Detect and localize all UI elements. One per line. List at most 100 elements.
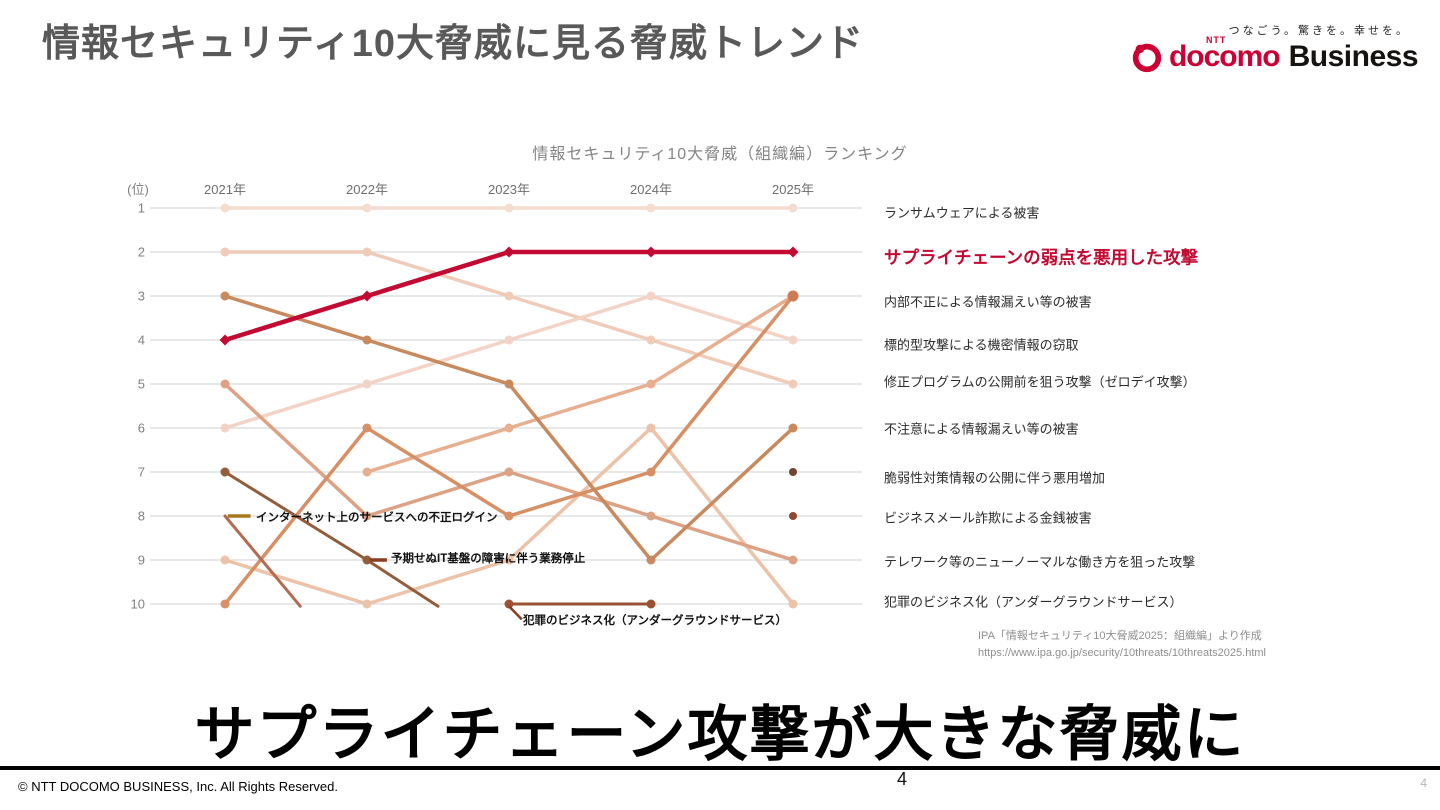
footer-rule	[0, 766, 1440, 770]
rank-tick-6: 6	[137, 420, 145, 436]
marker-telework-attack-1	[362, 335, 372, 345]
marker-zero-day-3	[646, 379, 656, 389]
chart-title: 情報セキュリティ10大脅威（組織編）ランキング	[532, 146, 908, 163]
rank-tick-3: 3	[137, 288, 145, 304]
marker-insider-leak-0	[220, 423, 230, 433]
marker-bec-fraud-0	[220, 379, 230, 389]
chart-annotation-2: 犯罪のビジネス化（アンダーグラウンドサービス）	[523, 615, 788, 627]
page-title: 情報セキュリティ10大脅威に見る脅威トレンド	[42, 23, 864, 65]
marker-zero-day-2	[504, 423, 514, 433]
page-number-right: 4	[1420, 776, 1427, 790]
marker-crime-as-business-3	[646, 599, 656, 609]
threat-label-rank-3: 内部不正による情報漏えい等の被害	[884, 294, 1092, 310]
marker-telework-attack-3	[646, 555, 656, 565]
threat-label-rank-7: 脆弱性対策情報の公開に伴う悪用増加	[884, 470, 1106, 486]
marker-zero-day-1	[362, 467, 372, 477]
threat-label-rank-2: サプライチェーンの弱点を悪用した攻撃	[884, 247, 1199, 268]
marker-supply-chain-0	[219, 334, 231, 346]
rank-tick-1: 1	[137, 200, 145, 216]
marker-careless-leak-2	[504, 555, 514, 565]
marker-insider-leak-3	[646, 291, 656, 301]
series-dropout-stub-unauthorized-login	[223, 514, 302, 608]
ntt-label: NTT	[1205, 35, 1227, 45]
rank-tick-9: 9	[137, 552, 145, 568]
key-message: サプライチェーン攻撃が大きな脅威に	[194, 701, 1246, 768]
marker-telework-attack-0	[220, 291, 230, 301]
source-line2: https://www.ipa.go.jp/security/10threats…	[978, 646, 1266, 659]
marker-supply-chain-1	[361, 290, 373, 302]
marker-targeted-attack-4	[788, 379, 798, 389]
threat-label-rank-10: 犯罪のビジネス化（アンダーグラウンドサービス）	[884, 594, 1183, 610]
rank-tick-10: 10	[130, 596, 145, 612]
marker-supply-chain-3	[645, 246, 657, 258]
marker-telework-attack-2	[504, 379, 514, 389]
marker-unexpected-it-failure-1	[362, 555, 372, 565]
marker-insider-leak-2	[504, 335, 514, 345]
brand-logo: NTT docomo Business	[1130, 35, 1419, 74]
marker-ransomware-1	[362, 203, 372, 213]
series-line-targeted-attack	[225, 250, 794, 386]
marker-bec-fraud-3	[646, 511, 656, 521]
threat-label-rank-6: 不注意による情報漏えい等の被害	[884, 421, 1079, 437]
rank-tick-5: 5	[137, 376, 145, 392]
threat-label-rank-5: 修正プログラムの公開前を狙う攻撃（ゼロデイ攻撃）	[884, 374, 1196, 390]
crime-annotation-leader	[508, 605, 523, 621]
marker-telework-attack-4	[788, 423, 798, 433]
marker-crime-as-business-2	[504, 599, 514, 609]
year-label-2021年: 2021年	[204, 182, 246, 197]
marker-targeted-attack-0	[220, 247, 230, 257]
marker-insider-leak-1	[362, 379, 372, 389]
rank8-2025-new-entry-dot	[789, 512, 797, 520]
threat-label-rank-1: ランサムウェアによる被害	[884, 205, 1040, 221]
marker-vulnerability-abuse-0	[220, 599, 230, 609]
marker-careless-leak-4	[788, 599, 798, 609]
marker-vulnerability-abuse-1	[362, 423, 372, 433]
marker-careless-leak-1	[362, 599, 372, 609]
rank3-2025-endpoint-dot	[787, 290, 799, 302]
rank-unit-label: (位)	[127, 182, 149, 197]
marker-ransomware-0	[220, 203, 230, 213]
marker-insider-leak-4	[788, 335, 798, 345]
marker-bec-fraud-1	[362, 511, 372, 521]
marker-ransomware-3	[646, 203, 656, 213]
marker-targeted-attack-3	[646, 335, 656, 345]
year-label-2024年: 2024年	[630, 182, 672, 197]
marker-bec-fraud-4	[788, 555, 798, 565]
rank-tick-7: 7	[137, 464, 145, 480]
source-line1: IPA「情報セキュリティ10大脅威2025：組織編」より作成	[978, 630, 1262, 642]
rank-tick-2: 2	[137, 244, 145, 260]
year-label-2022年: 2022年	[346, 182, 388, 197]
marker-supply-chain-4	[787, 246, 799, 258]
brand-tagline: つなごう。驚きを。幸せを。	[1228, 25, 1410, 37]
rank7-2025-new-entry-dot	[789, 468, 797, 476]
year-label-2023年: 2023年	[488, 182, 530, 197]
marker-targeted-attack-1	[362, 247, 372, 257]
marker-vulnerability-abuse-3	[646, 467, 656, 477]
chart-annotation-1: 予期せぬIT基盤の障害に伴う業務停止	[391, 553, 586, 565]
marker-supply-chain-2	[503, 246, 515, 258]
docomo-mark-icon	[1132, 43, 1162, 73]
marker-vulnerability-abuse-2	[504, 511, 514, 521]
marker-bec-fraud-2	[504, 467, 514, 477]
series-dropout-stub-unexpected-it-failure	[365, 558, 440, 608]
business-wordmark: Business	[1288, 40, 1419, 73]
series-line-unexpected-it-failure	[224, 470, 368, 562]
copyright-text: © NTT DOCOMO BUSINESS, Inc. All Rights R…	[18, 779, 338, 794]
threat-label-rank-8: ビジネスメール詐欺による金銭被害	[884, 510, 1092, 526]
marker-careless-leak-0	[220, 555, 230, 565]
rank-tick-4: 4	[137, 332, 145, 348]
source-citation: IPA「情報セキュリティ10大脅威2025：組織編」より作成 https://w…	[978, 628, 1266, 661]
series-line-zero-day	[366, 294, 794, 474]
threat-label-rank-9: テレワーク等のニューノーマルな働き方を狙った攻撃	[884, 554, 1196, 570]
marker-ransomware-2	[504, 203, 514, 213]
chart-annotation-0: インターネット上のサービスへの不正ログイン	[256, 512, 498, 524]
threat-label-rank-4: 標的型攻撃による機密情報の窃取	[884, 337, 1079, 353]
page-number-center: 4	[897, 769, 908, 789]
rank-tick-8: 8	[137, 508, 145, 524]
marker-careless-leak-3	[646, 423, 656, 433]
marker-unexpected-it-failure-0	[220, 467, 230, 477]
docomo-wordmark: NTT docomo	[1168, 35, 1281, 73]
marker-targeted-attack-2	[504, 291, 514, 301]
